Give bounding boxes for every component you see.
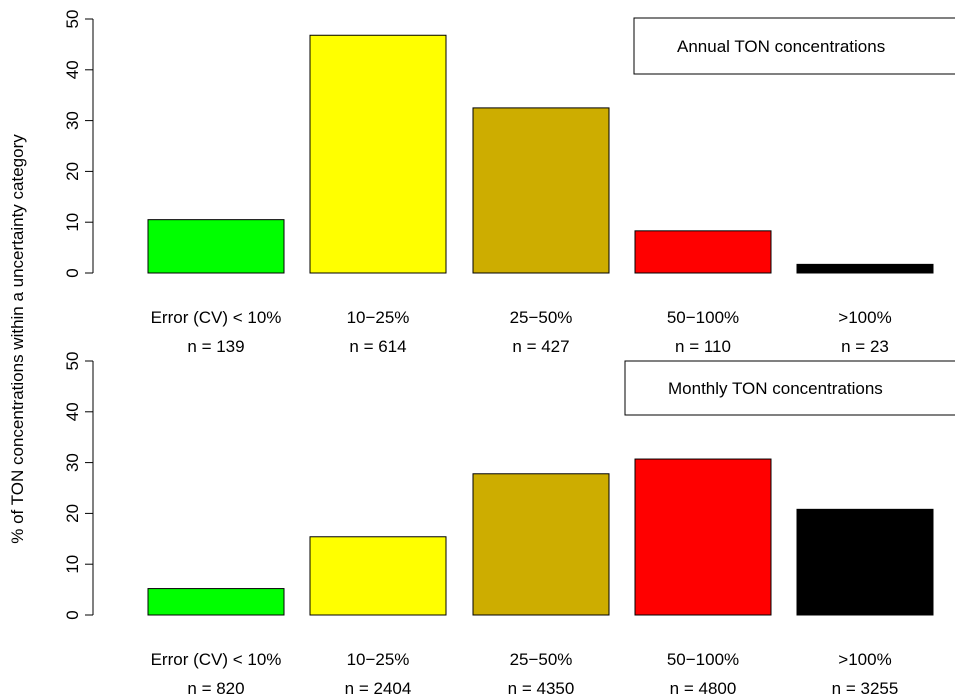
count-label: n = 614 xyxy=(349,337,406,356)
y-tick-label: 30 xyxy=(63,111,82,130)
y-tick-label: 10 xyxy=(63,213,82,232)
category-label: >100% xyxy=(838,650,891,669)
bar xyxy=(472,473,610,616)
legend-title: Annual TON concentrations xyxy=(677,37,885,56)
category-label: Error (CV) < 10% xyxy=(151,650,282,669)
category-label: 50−100% xyxy=(667,650,739,669)
category-label: 25−50% xyxy=(510,308,573,327)
legend-frame xyxy=(633,17,955,75)
category-label: 10−25% xyxy=(347,650,410,669)
count-label: n = 427 xyxy=(512,337,569,356)
y-tick-label: 40 xyxy=(63,402,82,421)
bar xyxy=(634,458,772,616)
legend-box: Monthly TON concentrations xyxy=(624,360,955,416)
y-tick-label: 30 xyxy=(63,453,82,472)
count-label: n = 2404 xyxy=(345,679,412,698)
y-tick-label: 50 xyxy=(63,10,82,29)
legend-box: Annual TON concentrations xyxy=(633,17,955,75)
bar xyxy=(472,107,610,274)
y-tick-label: 50 xyxy=(63,352,82,371)
count-label: n = 4350 xyxy=(508,679,575,698)
category-label: 50−100% xyxy=(667,308,739,327)
bar xyxy=(634,230,772,274)
chart-panel-1: 0 10 20 30 40 50 Error (CV) < 10% n = 139 10−25%… xyxy=(63,10,955,356)
category-label: >100% xyxy=(838,308,891,327)
y-tick-label: 10 xyxy=(63,555,82,574)
count-label: n = 139 xyxy=(187,337,244,356)
chart-panel-2: 0 10 20 30 40 50 Error (CV) < 10% n = 820 10−25%… xyxy=(63,352,955,698)
category-label: 25−50% xyxy=(510,650,573,669)
y-tick-label: 0 xyxy=(63,610,82,619)
count-label: n = 820 xyxy=(187,679,244,698)
bar xyxy=(309,536,447,616)
category-label: 10−25% xyxy=(347,308,410,327)
count-label: n = 110 xyxy=(675,337,731,356)
bar xyxy=(796,263,934,274)
y-tick-label: 40 xyxy=(63,60,82,79)
y-axis-label: % of TON concentrations within a uncerta… xyxy=(8,134,27,544)
category-label: Error (CV) < 10% xyxy=(151,308,282,327)
y-tick-label: 20 xyxy=(63,162,82,181)
count-label: n = 3255 xyxy=(832,679,899,698)
bar xyxy=(796,508,934,616)
y-tick-label: 20 xyxy=(63,504,82,523)
bar xyxy=(147,219,285,274)
legend-title: Monthly TON concentrations xyxy=(668,379,883,398)
count-label: n = 23 xyxy=(841,337,889,356)
bar xyxy=(309,34,447,274)
bar xyxy=(147,588,285,616)
y-tick-label: 0 xyxy=(63,268,82,277)
legend-frame xyxy=(624,360,955,416)
count-label: n = 4800 xyxy=(670,679,737,698)
